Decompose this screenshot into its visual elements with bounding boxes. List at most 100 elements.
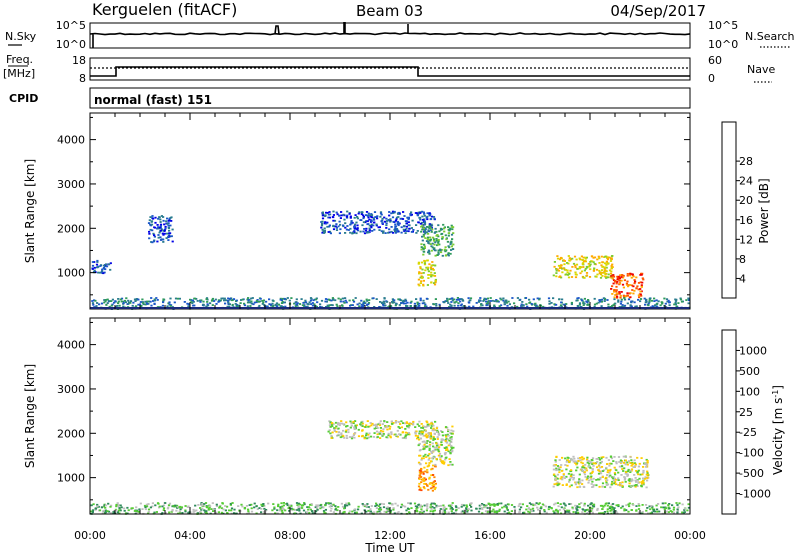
data-cell: [619, 459, 622, 462]
data-cell: [445, 237, 448, 240]
data-cell: [438, 455, 441, 458]
data-cell: [606, 508, 609, 511]
data-cell: [96, 302, 99, 304]
data-cell: [459, 300, 462, 303]
data-cell: [362, 215, 365, 218]
data-cell: [347, 428, 350, 431]
data-cell: [644, 504, 648, 506]
data-cell: [614, 473, 617, 476]
data-cell: [460, 505, 463, 508]
colorbar-tick-label: 16: [739, 214, 753, 227]
data-cell: [616, 296, 619, 299]
data-cell: [559, 477, 562, 480]
data-cell: [421, 427, 425, 429]
data-cell: [416, 301, 419, 304]
data-cell: [192, 511, 195, 513]
data-cell: [389, 220, 392, 223]
data-cell: [562, 267, 565, 270]
data-cell: [384, 304, 387, 307]
data-cell: [248, 504, 251, 506]
data-cell: [428, 449, 431, 451]
data-cell: [591, 507, 594, 510]
data-cell: [316, 507, 319, 510]
data-cell: [340, 422, 343, 425]
data-cell: [600, 255, 603, 258]
data-cell: [365, 220, 368, 222]
data-cell: [428, 223, 431, 225]
data-cell: [641, 277, 644, 280]
data-cell: [513, 506, 516, 508]
data-cell: [228, 305, 231, 308]
data-cell: [407, 221, 410, 224]
freq-tick-low: 8: [79, 72, 86, 85]
data-cell: [423, 223, 427, 226]
data-cell: [277, 303, 281, 306]
data-cell: [567, 255, 570, 257]
data-cell: [584, 260, 587, 262]
data-cell: [422, 471, 425, 474]
time-tick-label: 04:00: [174, 529, 206, 542]
data-cell: [100, 271, 103, 274]
data-cell: [417, 221, 420, 224]
data-cell: [93, 266, 96, 269]
data-cell: [422, 279, 425, 282]
data-cell: [394, 421, 397, 424]
data-cell: [433, 476, 436, 479]
data-cell: [359, 230, 362, 233]
search-label: N.Search: [745, 30, 795, 43]
data-cell: [573, 462, 577, 464]
data-cell: [350, 222, 353, 225]
data-cell: [444, 234, 447, 237]
data-cell: [586, 458, 589, 461]
data-cell: [592, 485, 595, 488]
data-cell: [217, 299, 220, 302]
data-cell: [357, 435, 361, 438]
data-cell: [426, 268, 429, 271]
data-cell: [129, 300, 133, 302]
data-cell: [384, 425, 387, 427]
data-cell: [286, 297, 289, 299]
data-cell: [405, 509, 408, 512]
time-axis-label: Time UT: [364, 541, 415, 554]
data-cell: [119, 504, 122, 507]
data-cell: [585, 256, 588, 259]
data-cell: [337, 433, 340, 436]
data-cell: [418, 488, 421, 491]
data-cell: [559, 275, 562, 278]
data-cell: [617, 275, 620, 278]
data-cell: [323, 229, 326, 232]
data-cell: [587, 481, 590, 484]
data-cell: [283, 297, 286, 300]
data-cell: [404, 232, 407, 234]
data-cell: [567, 511, 570, 513]
data-cell: [429, 239, 432, 242]
data-cell: [262, 301, 265, 304]
data-cell: [91, 300, 94, 302]
data-cell: [600, 300, 603, 303]
data-cell: [290, 508, 293, 511]
data-cell: [674, 303, 677, 306]
data-cell: [652, 509, 655, 511]
data-cell: [595, 479, 598, 481]
data-cell: [391, 210, 395, 213]
data-cell: [387, 508, 390, 511]
data-cell: [91, 261, 94, 263]
freq-tick-high: 18: [72, 54, 86, 67]
data-cell: [491, 299, 494, 302]
data-cell: [556, 477, 559, 480]
velocity-data-layer: [90, 420, 690, 515]
data-cell: [561, 478, 564, 481]
data-cell: [587, 262, 590, 265]
data-cell: [437, 241, 440, 244]
data-cell: [276, 509, 279, 512]
data-cell: [561, 484, 564, 486]
data-cell: [450, 510, 453, 512]
data-cell: [379, 506, 382, 509]
data-cell: [422, 235, 425, 238]
data-cell: [328, 230, 332, 233]
data-cell: [619, 296, 622, 299]
data-cell: [120, 300, 123, 303]
data-cell: [307, 508, 310, 511]
data-cell: [580, 298, 583, 301]
data-cell: [622, 286, 625, 289]
